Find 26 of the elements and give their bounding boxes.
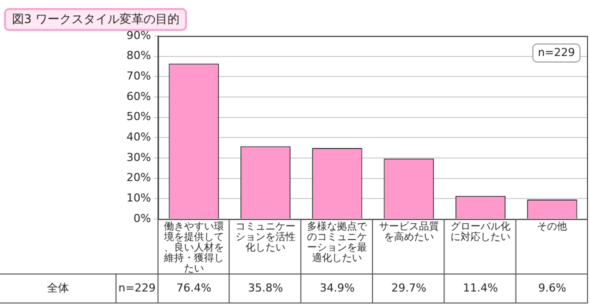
x-tick-label: その他 — [537, 220, 568, 233]
chart-title: 図3 ワークスタイル変革の目的 — [12, 12, 180, 26]
y-tick-label: 60% — [126, 90, 151, 103]
y-tick-label: 80% — [126, 49, 151, 62]
y-tick-label: 70% — [126, 70, 151, 83]
data-label: 76.4% — [176, 281, 212, 294]
x-tick-label: グローバル化に対応したい — [450, 220, 510, 244]
data-label: 35.8% — [248, 281, 283, 294]
annotation: n=229 — [538, 46, 575, 59]
y-tick-label: 90% — [126, 28, 151, 42]
y-tick-label: 20% — [126, 171, 151, 184]
data-label: 29.7% — [391, 281, 426, 294]
y-tick-label: 0% — [134, 212, 151, 225]
text: n=229 — [118, 281, 156, 294]
data-label: 34.9% — [320, 281, 355, 294]
y-tick-label: 10% — [126, 192, 151, 205]
x-tick-label: コミュニケーションを活性化したい — [236, 222, 296, 254]
y-tick-label: 40% — [126, 130, 151, 144]
y-tick-label: 30% — [126, 150, 151, 164]
x-tick-label: 多様な拠点でのコミュニケーションを最適化したい — [307, 220, 368, 264]
y-tick-label: 50% — [126, 110, 151, 124]
text: 全体 — [47, 281, 69, 294]
data-label: 9.6% — [538, 281, 566, 294]
x-tick-label: サービス品質を高めたい — [378, 220, 439, 244]
x-tick-label: 働きやすい環境を提供して、良い人材を維持・獲得したい — [162, 220, 224, 275]
data-label: 11.4% — [463, 281, 498, 294]
